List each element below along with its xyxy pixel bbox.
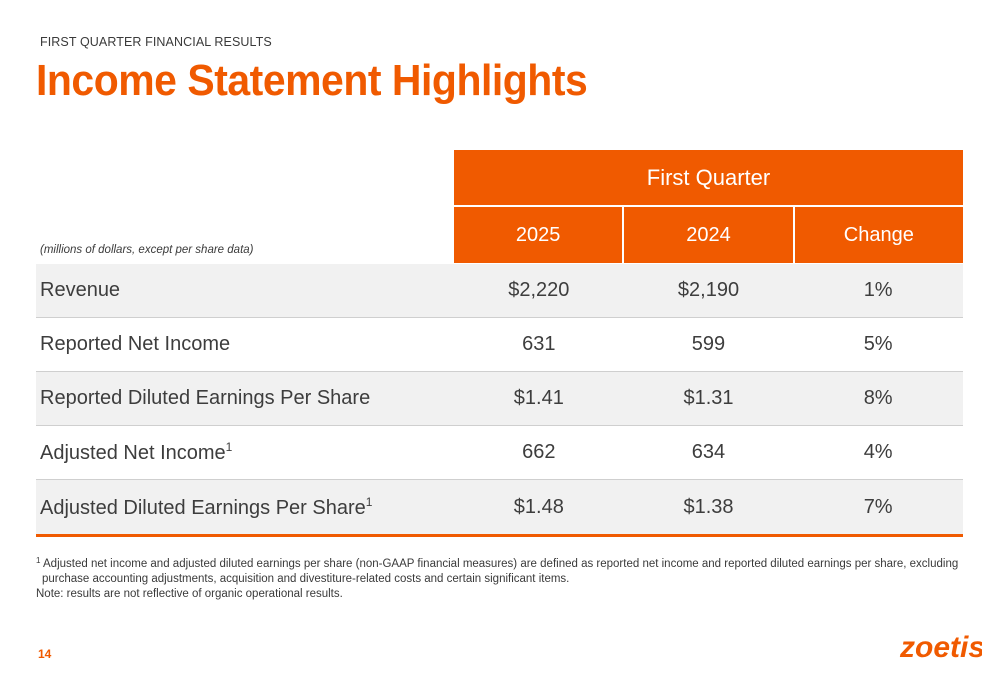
table-group-header: First Quarter	[454, 150, 963, 207]
row-label: Adjusted Diluted Earnings Per Share1	[40, 494, 373, 519]
value-2024: 599	[691, 333, 726, 355]
value-change: 4%	[863, 441, 893, 463]
row-label: Reported Net Income	[40, 333, 231, 355]
value-change: 5%	[863, 333, 893, 355]
value-change: 7%	[863, 495, 893, 518]
value-2025: $2,220	[508, 279, 570, 301]
page-title: Income Statement Highlights	[36, 56, 588, 105]
table-row: Reported Net Income 631 599 5%	[36, 318, 963, 372]
page-number: 14	[38, 647, 52, 661]
section-eyebrow: FIRST QUARTER FINANCIAL RESULTS	[40, 35, 272, 49]
footnotes: 1 Adjusted net income and adjusted dilut…	[36, 553, 966, 602]
footnote-1-continued: purchase accounting adjustments, acquisi…	[42, 573, 570, 585]
footnote-marker: 1	[225, 440, 233, 454]
value-2025: $1.41	[513, 387, 564, 409]
table-row: Adjusted Net Income1 662 634 4%	[36, 426, 963, 480]
table-column-headers: 2025 2024 Change	[454, 207, 963, 263]
value-2025: 631	[522, 333, 556, 355]
results-note: Note: results are not reflective of orga…	[36, 588, 343, 600]
units-note: (millions of dollars, except per share d…	[40, 244, 254, 256]
value-2024: $2,190	[677, 279, 740, 301]
value-change: 8%	[863, 387, 893, 409]
footnote-marker: 1	[365, 494, 373, 509]
table-row: Revenue $2,220 $2,190 1%	[36, 264, 963, 318]
value-2024: $1.38	[683, 495, 734, 518]
column-header-change: Change	[792, 207, 963, 263]
row-label: Revenue	[40, 279, 121, 301]
table-row: Reported Diluted Earnings Per Share $1.4…	[36, 372, 963, 426]
value-2024: 634	[691, 441, 726, 463]
zoetis-logo: zoetis	[898, 628, 985, 671]
row-label: Reported Diluted Earnings Per Share	[40, 387, 371, 409]
column-header-2024: 2024	[622, 207, 793, 263]
value-2025: $1.48	[513, 495, 564, 518]
income-table-body: Revenue $2,220 $2,190 1% Reported Net In…	[36, 264, 963, 537]
column-header-2025: 2025	[454, 207, 623, 263]
zoetis-logo-mark: zoetis	[899, 631, 985, 664]
value-2025: 662	[522, 441, 556, 463]
row-label: Adjusted Net Income1	[40, 440, 233, 464]
value-2024: $1.31	[683, 387, 734, 409]
value-change: 1%	[863, 279, 893, 301]
footnote-1: 1 Adjusted net income and adjusted dilut…	[36, 556, 959, 570]
table-row: Adjusted Diluted Earnings Per Share1 $1.…	[36, 480, 963, 534]
svg-text:zoetis: zoetis	[899, 631, 982, 664]
